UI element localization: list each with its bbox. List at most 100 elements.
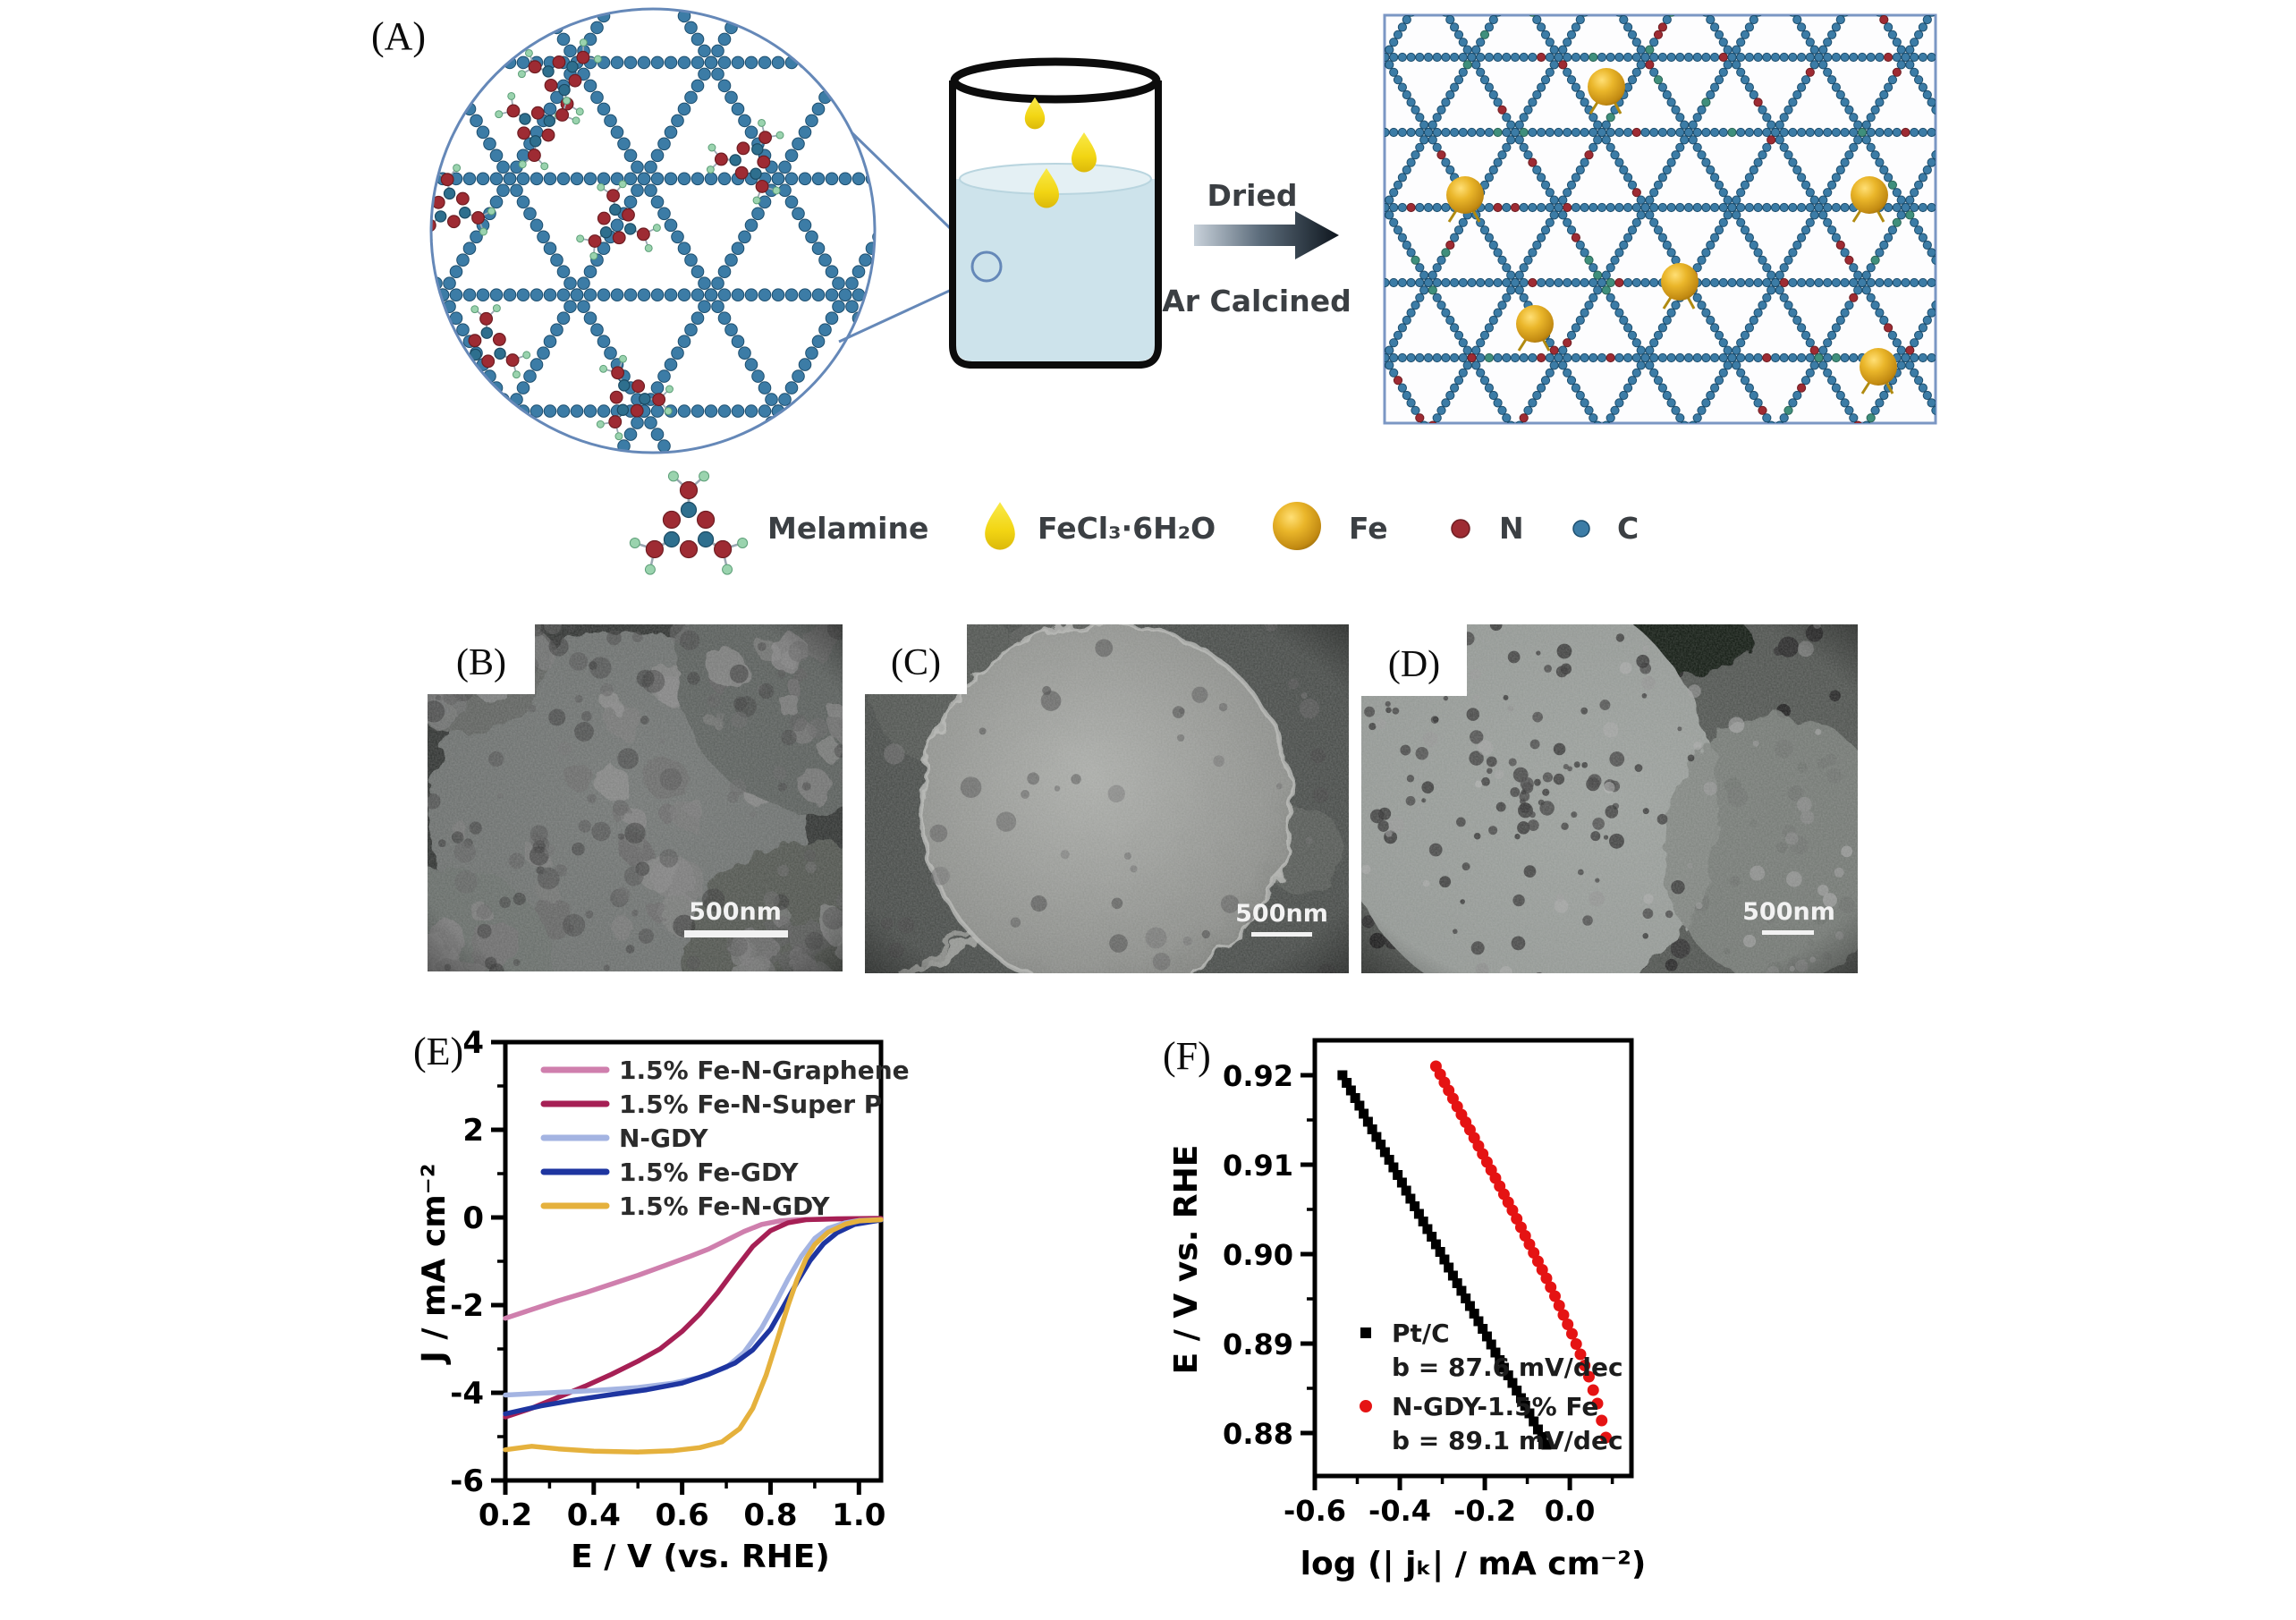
legend-series-name: 1.5% Fe-N-GDY — [619, 1192, 830, 1221]
process-step-dried: Dried — [1207, 178, 1298, 213]
melamine-clusters — [431, 38, 784, 441]
legend-label-n: N — [1499, 511, 1524, 546]
beaker-rim — [950, 57, 1161, 104]
series-curve — [503, 1217, 884, 1417]
fe-atoms — [1446, 68, 1897, 394]
panel-e-label: (E) — [413, 1030, 463, 1073]
legend-label-fecl3: FeCl₃·6H₂O — [1038, 511, 1216, 546]
y-tick-label: -4 — [450, 1376, 484, 1412]
droplet-icon — [1072, 132, 1097, 173]
x-tick-label: 0.8 — [743, 1497, 797, 1533]
legend-tafel-slope: b = 89.1 mV/dec — [1392, 1426, 1623, 1455]
panel-d-sem-image: (D) 500nm — [1361, 624, 1858, 973]
panel-c-sem-image: (C) 500nm — [865, 624, 1349, 973]
panel-b-sem-image: (B) 500nm — [428, 624, 843, 971]
y-axis-label-e: J / mA cm⁻² — [416, 1163, 453, 1365]
scalebar-label-b: 500nm — [689, 898, 782, 926]
magnifier-target-circle — [970, 250, 1003, 283]
y-tick-label: 0.91 — [1223, 1149, 1293, 1183]
y-tick-label: 0 — [462, 1200, 484, 1236]
panel-d-label: (D) — [1388, 644, 1440, 685]
fe-sphere-icon — [1273, 502, 1321, 550]
melamine-molecule — [495, 91, 580, 171]
y-tick-label: 0.92 — [1223, 1059, 1293, 1093]
x-tick-label: 0.6 — [656, 1497, 709, 1533]
x-tick-label: -0.4 — [1368, 1494, 1431, 1528]
chart-f-legend-entry: Pt/C b = 87.6 mV/dec — [1360, 1319, 1623, 1382]
panel-a: (A) Dried Ar Calcined — [371, 7, 1937, 575]
process-step-calcined: Ar Calcined — [1162, 284, 1351, 318]
fe-n-gdy-lattice — [1385, 15, 1936, 423]
panel-e-chart: (E) 0.2 0.4 0.6 0.8 1.0 4 2 0 -2 -4 -6 1.5% Fe-N-Gr… — [413, 1025, 910, 1575]
chart-f-legend-entry: N-GDY-1.5% Fe b = 89.1 mV/dec — [1360, 1392, 1623, 1455]
scalebar-label-c: 500nm — [1235, 900, 1328, 928]
y-tick-label: -6 — [450, 1463, 484, 1499]
legend-label-melamine: Melamine — [767, 511, 928, 546]
beaker-liquid — [956, 179, 1155, 361]
chart-e-legend-entry: 1.5% Fe-N-GDY — [540, 1192, 830, 1221]
nitrogen-dot-icon — [1451, 519, 1470, 539]
chart-e-legend-entry: N-GDY — [540, 1124, 708, 1153]
legend-label-c: C — [1617, 511, 1639, 546]
fecl3-droplet-icon — [985, 502, 1015, 550]
x-axis-label-e: E / V (vs. RHE) — [571, 1539, 830, 1575]
panel-a-label: (A) — [371, 14, 426, 58]
panel-b-label-box — [428, 624, 535, 694]
magnifier-circle-icon — [429, 7, 877, 454]
x-tick-label: -0.6 — [1284, 1494, 1346, 1528]
panel-c-label: (C) — [891, 642, 941, 683]
legend-series-name: 1.5% Fe-GDY — [619, 1158, 799, 1187]
x-tick-label: 0.0 — [1545, 1494, 1596, 1528]
chart-e-legend-entry: 1.5% Fe-GDY — [540, 1158, 799, 1187]
panel-d-label-box — [1361, 624, 1467, 696]
legend-series-name: 1.5% Fe-N-Graphene — [619, 1056, 910, 1085]
x-tick-label: 1.0 — [832, 1497, 885, 1533]
scalebar-b — [684, 930, 788, 937]
x-axis-label-f: log (| jₖ| / mA cm⁻²) — [1301, 1546, 1647, 1582]
chart-e-legend-entry: 1.5% Fe-N-Super P — [540, 1090, 882, 1119]
y-tick-label: -2 — [450, 1288, 484, 1324]
series-curve — [503, 1217, 884, 1455]
legend-series-name: N-GDY — [619, 1124, 708, 1153]
melamine-molecule — [629, 471, 749, 575]
series-curve — [503, 1217, 884, 1398]
carbon-dot-icon — [1572, 520, 1590, 538]
x-tick-label: -0.2 — [1453, 1494, 1516, 1528]
series-curve — [503, 1216, 884, 1420]
y-tick-label: 2 — [462, 1113, 484, 1149]
y-tick-label: 0.89 — [1223, 1327, 1293, 1361]
legend-series-name: N-GDY-1.5% Fe — [1392, 1392, 1598, 1421]
scatter-series — [1337, 1070, 1552, 1450]
beaker — [949, 57, 1162, 369]
panel-a-legend: Melamine FeCl₃·6H₂O Fe N C — [629, 471, 1639, 575]
process-arrow: Dried Ar Calcined — [1162, 178, 1351, 318]
chart-e-legend-entry: 1.5% Fe-N-Graphene — [540, 1056, 910, 1085]
x-tick-label: 0.4 — [567, 1497, 621, 1533]
legend-label-fe: Fe — [1349, 511, 1388, 546]
melamine-molecule — [596, 354, 674, 441]
y-tick-label: 0.90 — [1223, 1238, 1293, 1272]
beaker-wall — [949, 81, 1162, 369]
x-tick-label: 0.2 — [479, 1497, 532, 1533]
scalebar-d — [1762, 930, 1814, 935]
arrow-right-icon — [1194, 211, 1339, 259]
melamine-molecule — [576, 180, 661, 260]
y-tick-label: 4 — [462, 1025, 484, 1061]
panel-f-label: (F) — [1163, 1034, 1211, 1078]
legend-series-name: 1.5% Fe-N-Super P — [619, 1090, 882, 1119]
panel-b-label: (B) — [456, 642, 506, 683]
panel-f-chart: (F) -0.6 -0.4 -0.2 0.0 0.92 0.91 0.90 0.89 0.88 P… — [1163, 1034, 1646, 1582]
scalebar-c — [1251, 932, 1312, 937]
melamine-molecule-icon — [629, 471, 749, 575]
scalebar-label-d: 500nm — [1742, 898, 1835, 926]
scatter-series — [1429, 1060, 1612, 1444]
y-axis-label-f: E / V vs. RHE — [1168, 1145, 1205, 1375]
y-tick-label: 0.88 — [1223, 1417, 1293, 1451]
chart-frame — [1312, 1038, 1634, 1479]
panel-c-label-box — [865, 624, 967, 694]
melamine-molecule — [706, 119, 784, 205]
legend-tafel-slope: b = 87.6 mV/dec — [1392, 1353, 1623, 1382]
legend-series-name: Pt/C — [1392, 1319, 1450, 1348]
